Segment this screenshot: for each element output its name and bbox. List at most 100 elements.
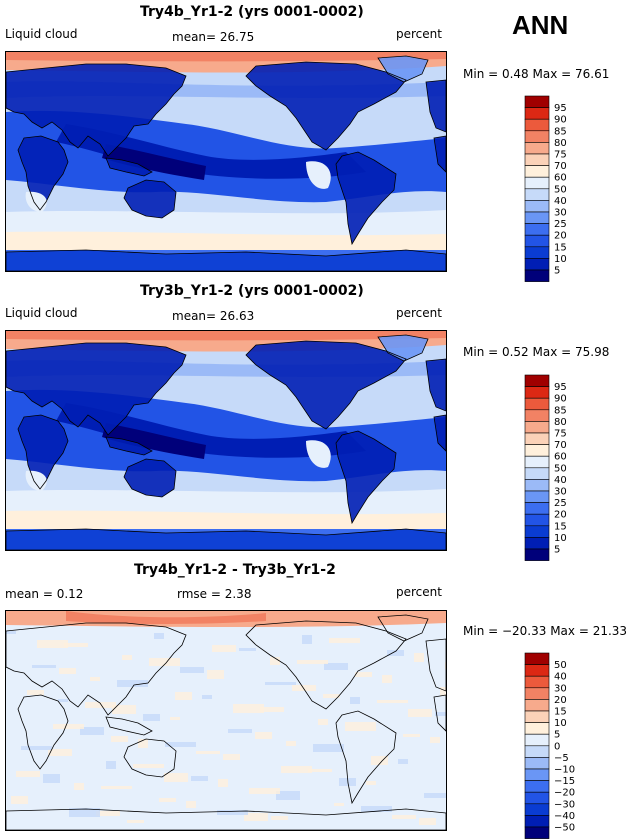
panel3-field-region (323, 694, 340, 698)
panel2-colorbar-box (524, 513, 550, 527)
panel3-field-region (244, 813, 268, 821)
panel1-colorbar-label: 60 (554, 173, 567, 184)
panel2-coastline (245, 340, 407, 430)
panel2-field-region (102, 423, 206, 459)
panel2-colorbar-label: 80 (554, 417, 567, 428)
panel3-field-region (66, 611, 266, 624)
panel3-field-region (196, 751, 220, 754)
panel3-field-region (53, 724, 84, 729)
panel2-colorbar-label: 70 (554, 440, 567, 451)
panel3-field-region (371, 756, 388, 765)
panel3-colorbar-box (524, 687, 550, 700)
panel3-field-region (16, 771, 40, 777)
panel1-colorbar-box (524, 246, 550, 259)
panel2-field-region (434, 415, 446, 451)
panel1-colorbar-box (524, 153, 550, 166)
panel3-field-region (112, 705, 136, 714)
panel2-colorbar-box (524, 548, 550, 561)
panel2-minmax: Min = 0.52 Max = 75.98 (463, 345, 610, 359)
panel3-field-region (281, 766, 312, 773)
panel3-colorbar-box (524, 745, 550, 758)
panel2-colorbar: 95 90 85 80 75 70 60 50 40 30 25 20 15 10 5 (524, 374, 594, 562)
panel3-field-region (355, 672, 372, 677)
panel2-colorbar-box (524, 386, 550, 399)
panel3-colorbar-label: 10 (554, 718, 567, 729)
panel2-field-region (6, 529, 446, 550)
panel3-field-region (180, 667, 204, 673)
panel3-coastline (335, 710, 397, 805)
panel1-field-region (6, 64, 186, 156)
panel3-coastline (6, 808, 446, 830)
panel1-variable-label: Liquid cloud (5, 27, 78, 41)
panel3-field-region (6, 631, 16, 634)
panel1-field-region (306, 161, 331, 189)
panel2-colorbar-label: 50 (554, 463, 567, 474)
panel3-coastline (425, 638, 446, 692)
panel3-field-region (366, 781, 376, 785)
panel2-colorbar-box (524, 525, 550, 538)
panel1-colorbar-box (524, 223, 550, 236)
panel3-field-region (170, 717, 180, 720)
panel1-field-region (6, 250, 446, 271)
panel3-field-region (302, 635, 312, 644)
panel1-coastline (6, 249, 446, 271)
panel3-field-region (324, 663, 348, 670)
panel2-title: Try3b_Yr1-2 (yrs 0001-0002) (140, 283, 364, 299)
panel3-colorbar-box (524, 757, 550, 770)
panel3-coastline (245, 620, 407, 710)
panel3-field-region (101, 786, 132, 789)
panel2-map (5, 330, 447, 551)
panel3-field-region (435, 712, 446, 716)
panel3-field-region (265, 682, 296, 685)
panel3-field-region (329, 638, 360, 643)
panel1-colorbar-label: 70 (554, 161, 567, 172)
panel1-colorbar-box (524, 200, 550, 213)
panel3-field-region (164, 773, 188, 782)
panel1-coastline (123, 179, 177, 219)
panel3-field-region (218, 779, 228, 787)
panel3-field-region (111, 736, 128, 742)
panel2-mean: mean= 26.63 (172, 309, 255, 323)
panel1-colorbar-box (524, 211, 550, 224)
panel3-colorbar-label: −10 (554, 765, 575, 776)
panel3-colorbar-label: 15 (554, 707, 567, 718)
panel3-field-region (127, 820, 144, 823)
panel3-field-region (154, 633, 164, 639)
panel1-colorbar-label: 20 (554, 231, 567, 242)
panel3-field-region (133, 764, 164, 768)
panel2-field-region (124, 459, 176, 497)
panel1-colorbar-label: 95 (554, 103, 567, 114)
panel2-colorbar-label: 90 (554, 394, 567, 405)
panel3-field-region (345, 722, 376, 731)
panel3-colorbar-label: −15 (554, 776, 575, 787)
panel3-field-region (276, 791, 300, 800)
panel1-colorbar-label: 50 (554, 184, 567, 195)
panel3-colorbar-box (524, 803, 550, 816)
panel3-field-region (392, 815, 416, 819)
panel1-field-region (426, 80, 446, 132)
panel3-field-region (255, 732, 272, 739)
panel2-colorbar-box (524, 397, 550, 411)
panel3-minmax: Min = −20.33 Max = 21.33 (463, 624, 628, 638)
panel3-colorbar-box (524, 664, 550, 677)
panel3-colorbar-box (524, 710, 550, 723)
panel2-colorbar-box (524, 490, 550, 503)
panel2-units: percent (396, 306, 442, 320)
panel3-field-region (398, 759, 408, 764)
panel2-colorbar-label: 15 (554, 521, 567, 532)
panel1-field-region (6, 231, 446, 252)
panel3-field-region (313, 744, 344, 752)
panel3-colorbar-label: −5 (554, 753, 569, 764)
panel3-field-region (80, 727, 104, 735)
panel1-field-region (124, 180, 176, 218)
panel3-colorbar-box (524, 780, 550, 793)
panel2-colorbar-label: 85 (554, 405, 567, 416)
panel3-field-region (249, 788, 280, 794)
panel1-colorbar-label: 75 (554, 150, 567, 161)
panel2-field-region (306, 440, 331, 468)
panel3-field-region (350, 697, 360, 704)
panel2-coastline (335, 430, 397, 525)
panel2-field-region (336, 431, 396, 523)
panel1-field-region (336, 152, 396, 244)
panel2-field-region (56, 403, 366, 458)
